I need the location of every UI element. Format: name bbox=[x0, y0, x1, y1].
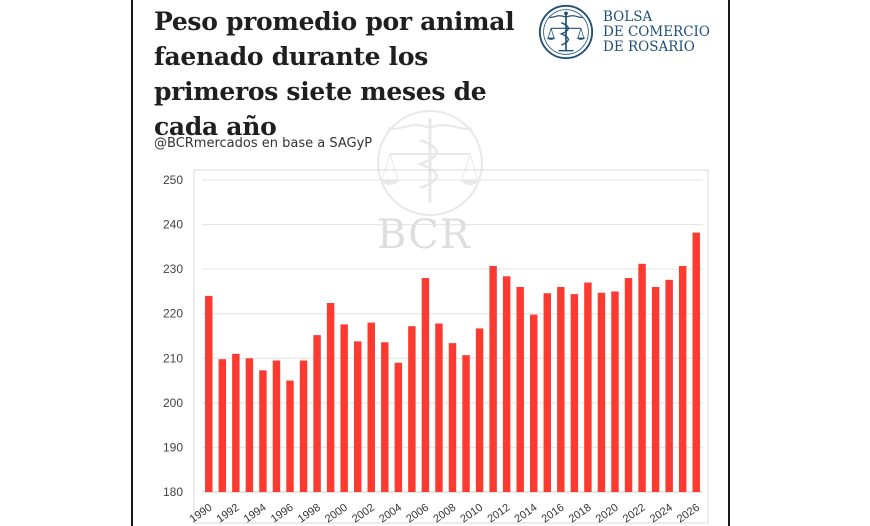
bar-2011 bbox=[489, 266, 497, 492]
y-tick-label: 200 bbox=[163, 396, 183, 410]
x-tick-label: 2008 bbox=[431, 502, 458, 526]
x-tick-label: 2022 bbox=[621, 502, 648, 526]
bar-2013 bbox=[516, 286, 524, 492]
bar-1999 bbox=[326, 303, 335, 492]
bar-2020 bbox=[611, 291, 619, 492]
caduceus-scales-seal-icon bbox=[538, 4, 594, 60]
y-tick-label: 180 bbox=[163, 485, 183, 499]
chart-source: @BCRmercados en base a SAGyP bbox=[154, 136, 373, 151]
x-axis: 1990 1992 1994 1996 1998 2000 2002 2004 2006 2008… bbox=[188, 502, 702, 526]
bars bbox=[205, 232, 700, 492]
bar-1991 bbox=[218, 359, 227, 492]
x-tick-label: 2014 bbox=[513, 502, 540, 526]
frame-right-border bbox=[728, 0, 730, 526]
bar-1998 bbox=[313, 335, 321, 492]
logo-wordmark: BOLSA DE COMERCIO DE ROSARIO bbox=[603, 10, 710, 55]
chart-title: Peso promedio por animal faenado durante… bbox=[154, 7, 515, 141]
x-tick-label: 2004 bbox=[377, 502, 404, 526]
plot-area-border bbox=[193, 169, 709, 524]
bar-2015 bbox=[543, 293, 552, 492]
bar-2023 bbox=[651, 286, 660, 492]
bar-2010 bbox=[475, 328, 484, 492]
logo-line-2: DE COMERCIO bbox=[603, 24, 710, 40]
y-tick-label: 240 bbox=[163, 218, 183, 232]
bar-2017 bbox=[570, 294, 579, 492]
bar-1994 bbox=[259, 370, 267, 492]
watermark-text: BCR bbox=[377, 212, 471, 258]
x-tick-label: 2000 bbox=[323, 502, 350, 526]
bar-2002 bbox=[367, 322, 375, 492]
logo-line-1: BOLSA bbox=[603, 9, 653, 25]
x-tick-label: 2002 bbox=[350, 502, 377, 526]
bar-2014 bbox=[530, 314, 538, 492]
bar-1992 bbox=[232, 353, 240, 492]
x-tick-label: 1990 bbox=[188, 502, 215, 526]
x-tick-label: 1996 bbox=[269, 502, 296, 526]
bar-1997 bbox=[299, 360, 308, 492]
x-tick-label: 2024 bbox=[648, 502, 675, 526]
bar-2007 bbox=[435, 323, 443, 492]
y-axis: 180 190 200 210 220 230 240 250 bbox=[163, 173, 183, 499]
y-tick-label: 190 bbox=[163, 440, 183, 454]
x-tick-label: 2016 bbox=[540, 502, 567, 526]
x-tick-label: 2006 bbox=[404, 502, 431, 526]
bar-2008 bbox=[448, 343, 457, 492]
bar-2009 bbox=[462, 355, 470, 492]
logo-line-3: DE ROSARIO bbox=[603, 39, 695, 55]
bar-2004 bbox=[394, 362, 403, 492]
x-tick-label: 2026 bbox=[675, 502, 702, 526]
bar-2024 bbox=[665, 279, 673, 492]
bar-2021 bbox=[624, 278, 633, 492]
bar-2001 bbox=[353, 341, 362, 492]
bar-2019 bbox=[597, 292, 606, 492]
x-tick-label: 1998 bbox=[296, 502, 323, 526]
y-tick-label: 250 bbox=[163, 173, 183, 187]
bar-2026 bbox=[692, 232, 700, 492]
y-tick-label: 230 bbox=[163, 262, 183, 276]
bar-2000 bbox=[340, 324, 348, 492]
x-tick-label: 2012 bbox=[485, 502, 512, 526]
bar-1996 bbox=[286, 380, 294, 492]
bar-2022 bbox=[638, 263, 646, 492]
y-tick-label: 210 bbox=[163, 351, 183, 365]
bar-2018 bbox=[584, 282, 592, 492]
bar-2003 bbox=[381, 342, 389, 492]
bar-2012 bbox=[502, 276, 511, 492]
bar-1995 bbox=[272, 360, 281, 492]
x-tick-label: 2010 bbox=[458, 502, 485, 526]
x-tick-label: 2020 bbox=[594, 502, 621, 526]
bar-2016 bbox=[557, 286, 565, 492]
bar-2005 bbox=[408, 326, 416, 492]
y-tick-label: 220 bbox=[163, 307, 183, 321]
x-tick-label: 1992 bbox=[215, 502, 242, 526]
x-tick-label: 1994 bbox=[242, 502, 269, 526]
bar-2025 bbox=[678, 266, 687, 492]
x-tick-label: 2018 bbox=[567, 502, 594, 526]
frame-left-border bbox=[131, 0, 133, 526]
bar-2006 bbox=[421, 278, 430, 492]
bar-1993 bbox=[245, 358, 254, 492]
bar-1990 bbox=[205, 295, 213, 492]
